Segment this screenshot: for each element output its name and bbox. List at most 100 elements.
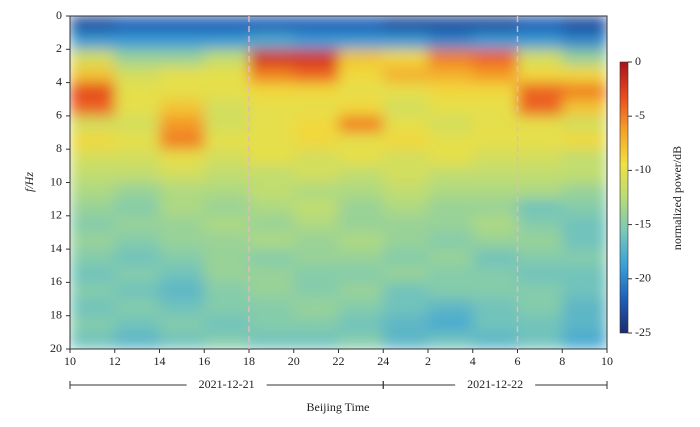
heatmap-cell [383, 165, 429, 183]
heatmap-cell [472, 49, 518, 67]
heatmap-cell [249, 132, 295, 150]
heatmap-cell [70, 215, 116, 233]
heatmap-cell [383, 99, 429, 117]
heatmap-cell [428, 215, 474, 233]
heatmap-cell [204, 249, 250, 267]
heatmap-cell [383, 249, 429, 267]
heatmap-cell [562, 332, 607, 349]
heatmap-cell [383, 265, 429, 283]
y-tick-label: 16 [50, 274, 62, 288]
heatmap-cell [70, 315, 116, 333]
heatmap-cell [159, 16, 205, 34]
x-axis-label: Beijing Time [306, 400, 369, 414]
heatmap-cell [249, 299, 295, 317]
heatmap-cell [338, 232, 384, 250]
heatmap-cell [114, 332, 160, 349]
heatmap-cell [204, 115, 250, 134]
colorbar-tick-label: -20 [635, 271, 651, 285]
heatmap-cell [204, 132, 250, 150]
heatmap-cell [293, 16, 339, 34]
heatmap-cell [562, 165, 607, 183]
heatmap-cell [249, 149, 295, 167]
x-tick-label: 14 [154, 354, 166, 368]
colorbar-tick-label: -25 [635, 325, 651, 339]
heatmap-cell [204, 16, 250, 34]
heatmap-cell [338, 115, 384, 134]
heatmap-cell [249, 249, 295, 267]
heatmap-cell [249, 82, 295, 100]
heatmap-cell [159, 182, 205, 200]
heatmap-cell [383, 182, 429, 200]
heatmap-cell [428, 232, 474, 250]
heatmap-cell [70, 282, 116, 300]
y-tick-label: 0 [56, 8, 62, 22]
y-tick-label: 8 [56, 141, 62, 155]
heatmap-cell [204, 49, 250, 67]
heatmap-cell [159, 249, 205, 267]
heatmap-cell [383, 282, 429, 300]
heatmap-cell [114, 49, 160, 67]
heatmap-cell [517, 165, 563, 183]
x-tick-label: 10 [601, 354, 613, 368]
heatmap-cell [204, 165, 250, 183]
heatmap-cell [159, 99, 205, 117]
heatmap-cell [517, 115, 563, 134]
heatmap-cell [159, 65, 205, 84]
y-tick-label: 10 [50, 174, 62, 188]
heatmap-cell [472, 32, 518, 50]
period-label: 2021-12-21 [199, 377, 255, 391]
x-tick-label: 4 [470, 354, 476, 368]
heatmap-cell [428, 99, 474, 117]
heatmap-cell [204, 332, 250, 349]
heatmap-cell [249, 315, 295, 333]
colorbar-label: normalized power/dB [670, 146, 684, 250]
heatmap-cell [383, 199, 429, 217]
heatmap-cell [159, 49, 205, 67]
heatmap-cell [383, 115, 429, 134]
heatmap-cell [338, 82, 384, 100]
heatmap-cell [293, 49, 339, 67]
heatmap-cell [517, 315, 563, 333]
heatmap-cell [293, 215, 339, 233]
heatmap-cell [383, 315, 429, 333]
heatmap-cell [383, 16, 429, 34]
heatmap-cell [70, 65, 116, 84]
heatmap-cell [517, 16, 563, 34]
heatmap-cell [383, 232, 429, 250]
heatmap-cell [114, 16, 160, 34]
heatmap-cell [114, 32, 160, 50]
heatmap-cell [472, 299, 518, 317]
heatmap-cell [517, 49, 563, 67]
heatmap-cell [293, 165, 339, 183]
heatmap-cell [249, 265, 295, 283]
y-tick-label: 4 [56, 74, 62, 88]
heatmap-cell [338, 32, 384, 50]
heatmap-cell [428, 265, 474, 283]
heatmap-cell [428, 249, 474, 267]
colorbar-tick-label: -15 [635, 216, 651, 230]
colorbar-tick-label: -10 [635, 162, 651, 176]
heatmap-cell [428, 82, 474, 100]
heatmap-cell [204, 199, 250, 217]
heatmap-cell [428, 332, 474, 349]
heatmap-cell [293, 299, 339, 317]
heatmap-cell [562, 16, 607, 34]
period-label-bg [186, 377, 267, 393]
y-tick-label: 6 [56, 108, 62, 122]
heatmap-cell [70, 149, 116, 167]
heatmap-cell [562, 249, 607, 267]
heatmap-cell [428, 65, 474, 84]
heatmap-cell [562, 315, 607, 333]
heatmap-cell [472, 165, 518, 183]
heatmap-cell [562, 199, 607, 217]
heatmap-cell [517, 299, 563, 317]
heatmap-cell [428, 149, 474, 167]
heatmap-cell [204, 99, 250, 117]
heatmap-cell [338, 332, 384, 349]
heatmap-cell [204, 182, 250, 200]
y-axis-label: f/Hz [22, 172, 36, 192]
heatmap-cell [383, 132, 429, 150]
heatmap-cell [249, 165, 295, 183]
heatmap-cell [70, 32, 116, 50]
heatmap-cell [472, 282, 518, 300]
